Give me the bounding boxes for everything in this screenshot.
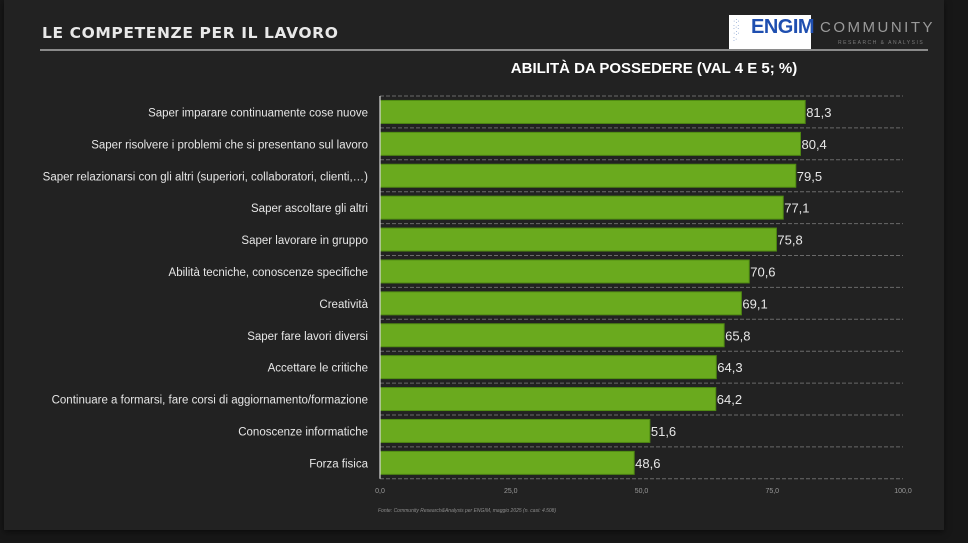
bar xyxy=(379,99,806,124)
bar xyxy=(379,163,797,188)
bar xyxy=(379,291,742,316)
x-tick-label: 0,0 xyxy=(375,488,385,495)
x-tick-label: 25,0 xyxy=(504,488,518,495)
bar xyxy=(379,387,717,412)
category-label: Abilità tecniche, conoscenze specifiche xyxy=(169,267,368,279)
bar xyxy=(379,195,784,220)
category-label: Accettare le critiche xyxy=(268,363,368,375)
value-label: 75,8 xyxy=(777,233,802,248)
value-label: 48,6 xyxy=(635,456,660,471)
category-label: Continuare a formarsi, fare corsi di agg… xyxy=(52,395,368,407)
value-label: 64,2 xyxy=(717,392,742,407)
value-label: 81,3 xyxy=(806,105,831,120)
page-title: LE COMPETENZE PER IL LAVORO xyxy=(42,24,339,42)
value-label: 77,1 xyxy=(784,201,809,216)
bar xyxy=(379,323,725,348)
x-tick-label: 75,0 xyxy=(765,488,779,495)
category-label: Saper risolvere i problemi che si presen… xyxy=(91,139,368,151)
category-label: Saper relazionarsi con gli altri (superi… xyxy=(43,171,368,183)
title-divider xyxy=(40,49,928,51)
category-label: Forza fisica xyxy=(309,458,368,470)
category-label: Saper ascoltare gli altri xyxy=(251,203,368,215)
gridlines xyxy=(380,95,903,480)
value-labels: 81,3 80,4 79,5 77,1 75,8 70,6 69,1 65,8 64,3 64,2… xyxy=(635,105,831,471)
chart-title: ABILITÀ DA POSSEDERE (VAL 4 E 5; %) xyxy=(510,60,798,77)
source-note: Fonte: Community Research&Analysis per E… xyxy=(378,508,557,514)
value-label: 65,8 xyxy=(725,328,750,343)
value-label: 69,1 xyxy=(742,296,767,311)
molecule-icon: ·:·:·: ·:·:· xyxy=(733,18,740,43)
community-logo: COMMUNITY xyxy=(820,19,935,36)
value-label: 79,5 xyxy=(797,169,822,184)
category-label: Saper fare lavori diversi xyxy=(247,331,368,343)
category-label: Saper imparare continuamente cose nuove xyxy=(148,107,368,119)
value-label: 51,6 xyxy=(651,424,676,439)
x-tick-label: 100,0 xyxy=(894,488,912,495)
engim-logo-text: ENGIM xyxy=(751,16,815,38)
value-label: 80,4 xyxy=(801,137,826,152)
category-labels: Saper imparare continuamente cose nuove S… xyxy=(43,107,369,470)
bar xyxy=(379,259,750,284)
x-tick-labels: 0,0 25,0 50,0 75,0 100,0 xyxy=(375,488,912,495)
bar xyxy=(379,131,801,156)
bar xyxy=(379,418,651,443)
engim-logo: ·:·:·: ·:·:· ENGIM xyxy=(729,15,815,49)
community-logo-subtitle: RESEARCH & ANALYSIS xyxy=(838,40,925,46)
value-label: 70,6 xyxy=(750,264,775,279)
bars xyxy=(379,99,806,475)
category-label: Creatività xyxy=(319,299,368,311)
category-label: Conoscenze informatiche xyxy=(238,426,368,438)
category-label: Saper lavorare in gruppo xyxy=(241,235,368,247)
value-label: 64,3 xyxy=(717,360,742,375)
x-tick-label: 50,0 xyxy=(635,488,649,495)
bar xyxy=(379,355,717,380)
bar xyxy=(379,450,635,475)
bar xyxy=(379,227,777,252)
